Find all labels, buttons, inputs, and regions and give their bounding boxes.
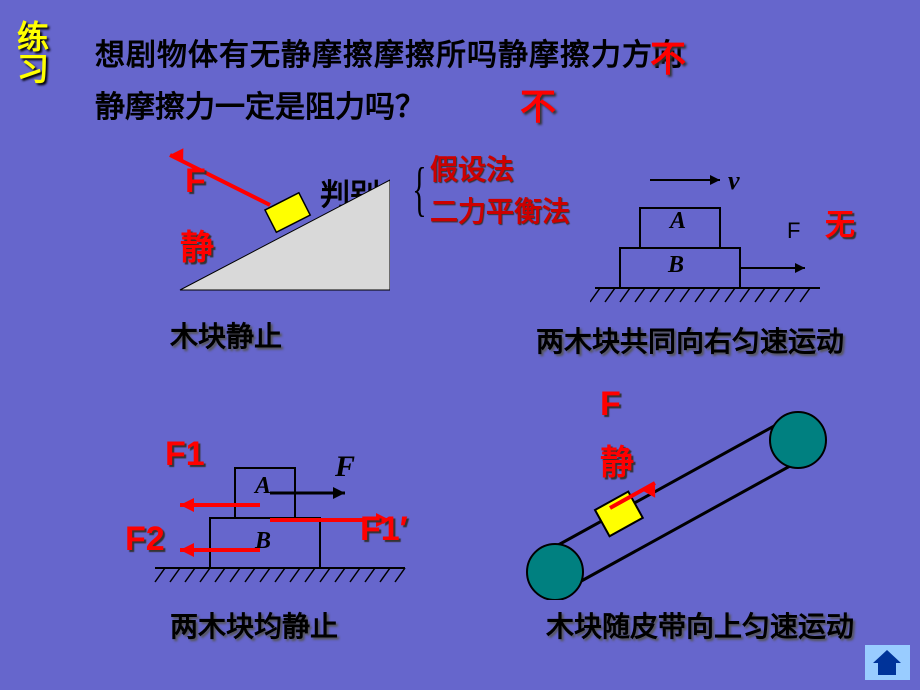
d3-f2: F2 [125,520,165,559]
d1-force-jing: 静 [180,220,214,269]
d3-force-f: F [335,450,355,484]
brace-icon: { [412,155,426,224]
d3-caption: 两木块均静止 [170,605,338,645]
d3-f1p: F1′ [360,510,408,549]
d3-block-a: A [255,473,271,500]
d4-force-f: F [600,385,621,424]
answer-2: 不 [520,78,556,130]
home-button[interactable] [865,645,910,680]
d4-force-jing: 静 [600,435,634,484]
d2-answer: 无 [825,200,855,244]
diagram-two-blocks-static: A B F F1 F2 F1′ 两木块均静止 [110,420,470,650]
d4-svg [500,380,900,600]
d4-caption: 木块随皮带向上匀速运动 [510,605,890,645]
method-option-1: 假设法 [430,150,570,192]
d1-caption: 木块静止 [170,315,282,355]
d1-force-f: F [185,162,206,201]
answer-1: 不 [650,30,686,82]
header: 想剧物体有无静摩擦摩擦所吗静摩擦力方向 静摩擦力一定是阻力吗？ [95,30,895,126]
incline-svg [110,140,390,320]
diagram-belt: F 静 木块随皮带向上匀速运动 [500,380,900,660]
method-option-2: 二力平衡法 [430,192,570,234]
d3-block-b: B [255,528,271,555]
d3-svg [110,420,470,600]
header-line1: 想剧物体有无静摩擦摩擦所吗静摩擦力方向 [95,30,895,74]
diagram-incline: F 静 木块静止 [110,140,390,360]
diagram-two-blocks-moving: A B v F 无 两木块共同向右匀速运动 [590,160,920,370]
header-line2: 静摩擦力一定是阻力吗？ [95,82,895,126]
d2-velocity: v [728,166,740,196]
method-options: 假设法 二力平衡法 [430,150,570,234]
d3-f1: F1 [165,435,205,474]
sidebar-title: 练习 [8,20,54,84]
d2-block-a: A [670,208,686,235]
d2-block-b: B [668,252,684,279]
d2-caption: 两木块共同向右匀速运动 [475,320,905,360]
d2-force-f: F [787,218,800,244]
